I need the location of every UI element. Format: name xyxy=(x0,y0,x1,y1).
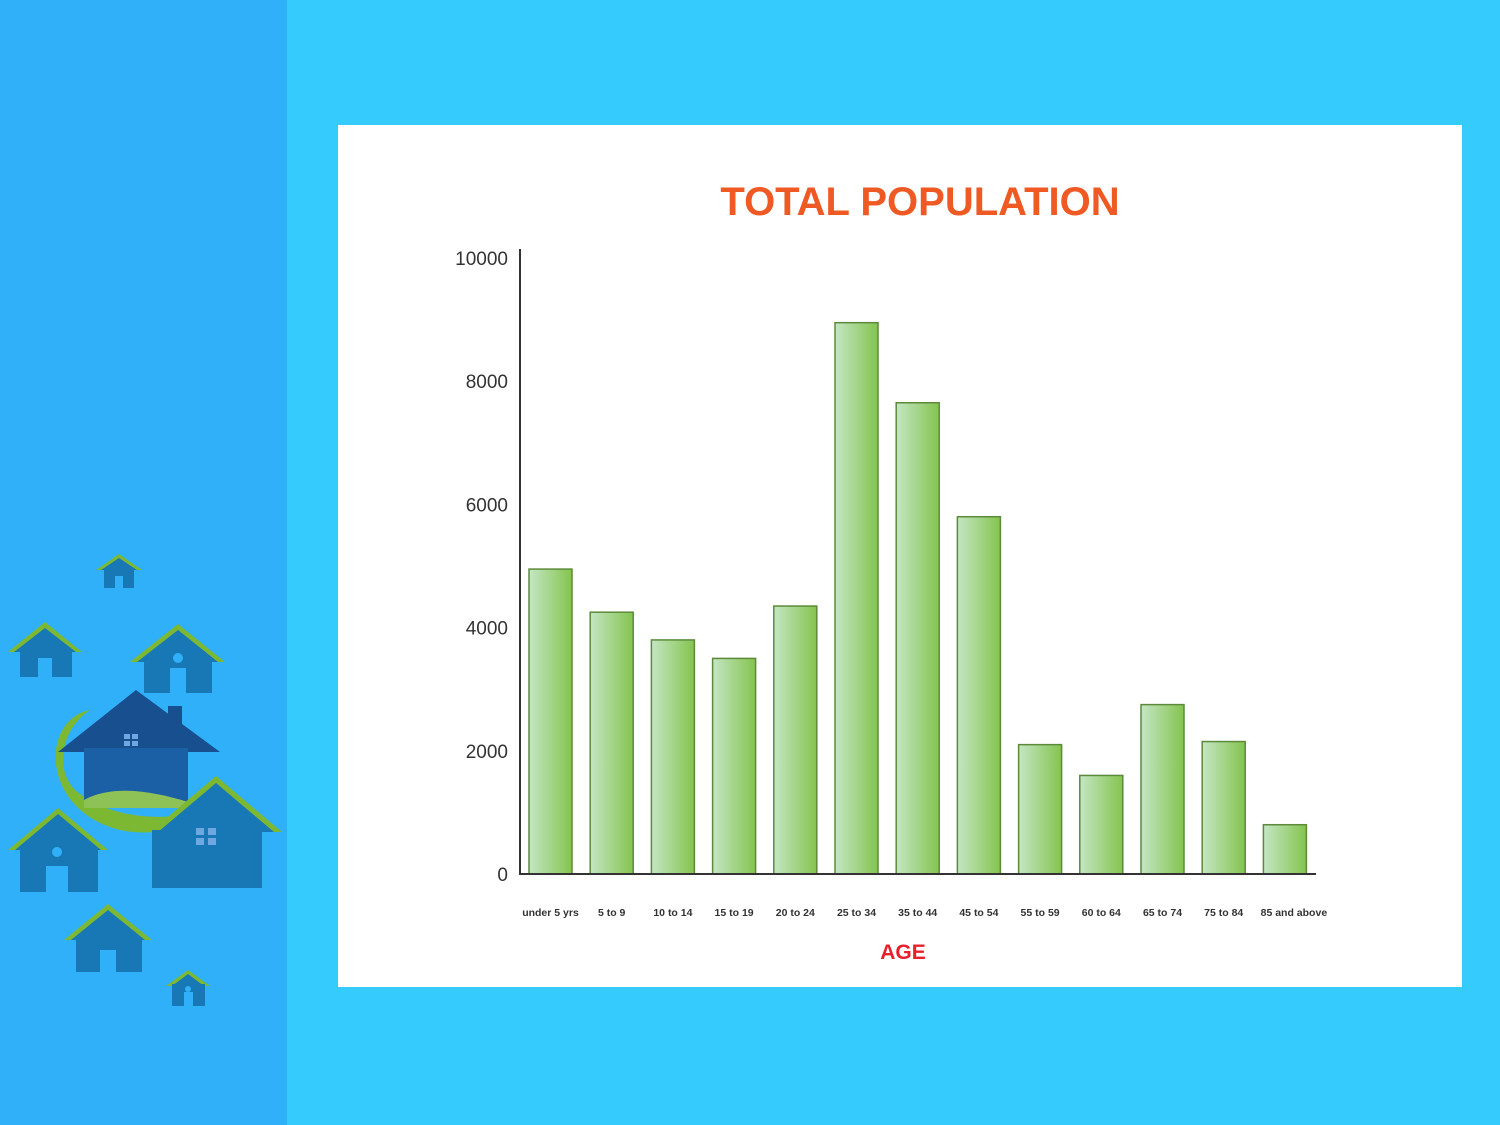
chart-card: TOTAL POPULATION 0 2000 4000 6000 8000 10000 … xyxy=(338,125,1462,987)
main-house-icon xyxy=(55,690,220,833)
house-icon-bottom xyxy=(64,904,152,972)
x-tick-label: 15 to 19 xyxy=(715,907,754,919)
x-tick-label: 10 to 14 xyxy=(653,907,692,919)
bar xyxy=(1079,774,1124,875)
y-tick-label: 6000 xyxy=(466,495,508,516)
y-tick-label: 0 xyxy=(497,865,508,886)
x-tick-label: 55 to 59 xyxy=(1021,907,1060,919)
houses-cluster-icon xyxy=(8,554,282,1006)
bar-chart: TOTAL POPULATION 0200040006000800010000 … xyxy=(455,180,1328,964)
bar xyxy=(1140,703,1185,875)
house-icon-lower-right xyxy=(150,776,282,888)
house-icon-left xyxy=(8,622,82,677)
x-tick-label: 85 and above xyxy=(1261,907,1328,919)
x-tick-label: 75 to 84 xyxy=(1204,907,1243,919)
sidebar-panel xyxy=(0,0,287,1125)
bar xyxy=(1201,740,1246,875)
bar xyxy=(711,657,757,875)
bar xyxy=(589,611,634,875)
y-tick-label: 8000 xyxy=(466,372,508,393)
small-house-icon xyxy=(96,554,142,588)
house-icon-lower-left xyxy=(8,808,108,892)
bar xyxy=(956,515,1002,875)
bar xyxy=(528,568,573,875)
x-axis-label: AGE xyxy=(880,941,926,964)
bar xyxy=(1262,823,1308,875)
y-tick-label: 2000 xyxy=(466,742,508,763)
x-tick-label: 5 to 9 xyxy=(598,907,626,919)
x-tick-label: 45 to 54 xyxy=(959,907,998,919)
x-tick-label: 35 to 44 xyxy=(898,907,937,919)
y-tick-label: 10000 xyxy=(455,249,508,270)
x-tick-label: 60 to 64 xyxy=(1082,907,1121,919)
house-icon-right xyxy=(130,624,225,693)
bar xyxy=(1017,743,1063,875)
x-tick-label: 20 to 24 xyxy=(776,907,815,919)
x-tick-label: 25 to 34 xyxy=(837,907,876,919)
bar xyxy=(773,605,818,875)
y-tick-label: 4000 xyxy=(466,619,508,640)
chart-title: TOTAL POPULATION xyxy=(720,180,1119,224)
x-tick-label: 65 to 74 xyxy=(1143,907,1182,919)
bar xyxy=(650,639,696,875)
bar xyxy=(895,402,940,875)
bar xyxy=(834,321,879,875)
small-house-icon-bottom xyxy=(166,970,210,1006)
x-tick-label: under 5 yrs xyxy=(522,907,579,919)
